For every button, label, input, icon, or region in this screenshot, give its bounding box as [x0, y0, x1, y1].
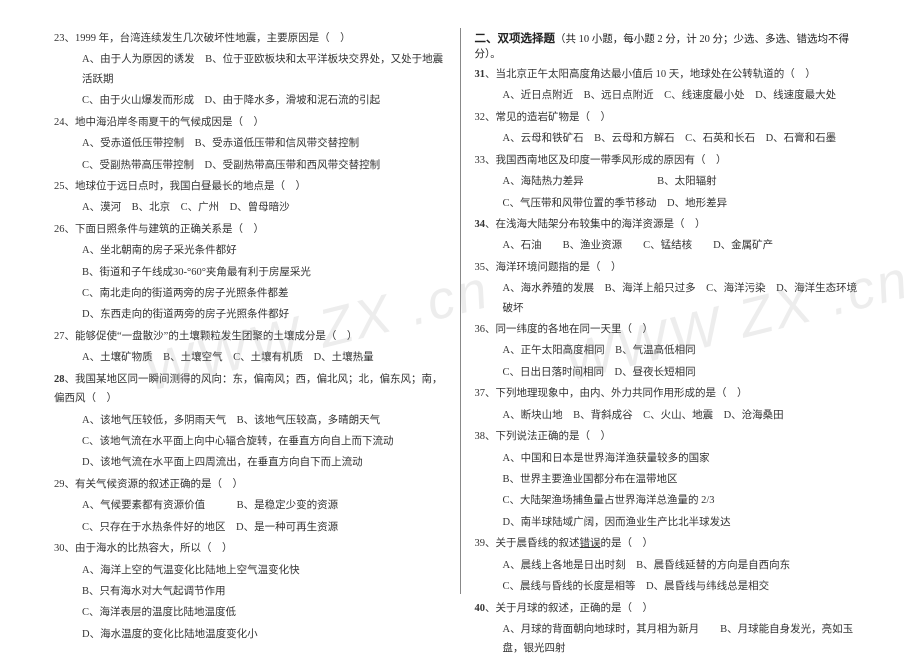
question-stem: 39、关于晨昏线的叙述错误的是（ ）: [475, 534, 867, 553]
question-stem: 36、同一纬度的各地在同一天里（ ）: [475, 320, 867, 339]
question-stem: 23、1999 年，台湾连续发生几次破坏性地震，主要原因是（ ）: [54, 29, 446, 48]
question-stem: 28、我国某地区同一瞬间测得的风向：东，偏南风；西，偏北风；北，偏东风；南，偏西…: [54, 370, 446, 409]
question-option: B、只有海水对大气起调节作用: [54, 582, 446, 601]
question-stem: 31、当北京正午太阳高度角达最小值后 10 天，地球处在公转轨道的（ ）: [475, 65, 867, 84]
question-stem: 34、在浅海大陆架分布较集中的海洋资源是（ ）: [475, 215, 867, 234]
question-option: D、南半球陆域广阔，因而渔业生产比北半球发达: [475, 513, 867, 532]
question-option: A、受赤道低压带控制 B、受赤道低压带和信风带交替控制: [54, 134, 446, 153]
question-option: A、坐北朝南的房子采光条件都好: [54, 241, 446, 260]
question-option: C、由于火山爆发而形成 D、由于降水多，滑坡和泥石流的引起: [54, 91, 446, 110]
question-option: C、只存在于水热条件好的地区 D、是一种可再生资源: [54, 518, 446, 537]
question-option: C、海洋表层的温度比陆地温度低: [54, 603, 446, 622]
question-option: C、日出日落时间相同 D、昼夜长短相同: [475, 363, 867, 382]
question-option: A、海水养殖的发展 B、海洋上船只过多 C、海洋污染 D、海洋生态环境破坏: [475, 279, 867, 318]
question-option: D、东西走向的街道两旁的房子光照条件都好: [54, 305, 446, 324]
question-stem: 27、能够促使“一盘散沙”的土壤颗粒发生团聚的土壤成分是（ ）: [54, 327, 446, 346]
question-option: C、南北走向的街道两旁的房子光照条件都差: [54, 284, 446, 303]
question-stem: 40、关于月球的叙述，正确的是（ ）: [475, 599, 867, 618]
question-option: C、受副热带高压带控制 D、受副热带高压带和西风带交替控制: [54, 156, 446, 175]
question-option: C、晨线与昏线的长度是相等 D、晨昏线与纬线总是相交: [475, 577, 867, 596]
page: 23、1999 年，台湾连续发生几次破坏性地震，主要原因是（ ） A、由于人为原因…: [0, 0, 920, 614]
question-option: A、土壤矿物质 B、土壤空气 C、土壤有机质 D、土壤热量: [54, 348, 446, 367]
question-option: C、该地气流在水平面上向中心辐合旋转，在垂直方向自上而下流动: [54, 432, 446, 451]
question-stem: 30、由于海水的比热容大，所以（ ）: [54, 539, 446, 558]
question-option: D、该地气流在水平面上四周流出，在垂直方向自下而上流动: [54, 453, 446, 472]
question-option: A、月球的背面朝向地球时，其月相为新月 B、月球能自身发光，亮如玉盘，银光四射: [475, 620, 867, 659]
question-option: A、云母和铁矿石 B、云母和方解石 C、石英和长石 D、石膏和石墨: [475, 129, 867, 148]
question-option: A、该地气压较低，多阴雨天气 B、该地气压较高，多晴朗天气: [54, 411, 446, 430]
question-option: B、街道和子午线成30-°60°夹角最有利于房屋采光: [54, 263, 446, 282]
question-stem: 38、下列说法正确的是（ ）: [475, 427, 867, 446]
question-option: C、气压带和风带位置的季节移动 D、地形差异: [475, 194, 867, 213]
question-option: A、中国和日本是世界海洋渔获量较多的国家: [475, 449, 867, 468]
question-option: A、海陆热力差异 B、太阳辐射: [475, 172, 867, 191]
question-stem: 35、海洋环境问题指的是（ ）: [475, 258, 867, 277]
question-stem: 26、下面日照条件与建筑的正确关系是（ ）: [54, 220, 446, 239]
question-option: A、海洋上空的气温变化比陆地上空气温变化快: [54, 561, 446, 580]
left-column: 23、1999 年，台湾连续发生几次破坏性地震，主要原因是（ ） A、由于人为原因…: [40, 28, 461, 594]
question-option: B、世界主要渔业国都分布在温带地区: [475, 470, 867, 489]
question-stem: 25、地球位于远日点时，我国白昼最长的地点是（ ）: [54, 177, 446, 196]
question-stem: 32、常见的造岩矿物是（ ）: [475, 108, 867, 127]
question-option: A、漠河 B、北京 C、广州 D、曾母暗沙: [54, 198, 446, 217]
question-stem: 37、下列地理现象中，由内、外力共同作用形成的是（ ）: [475, 384, 867, 403]
question-stem: 29、有关气候资源的叙述正确的是（ ）: [54, 475, 446, 494]
question-option: A、石油 B、渔业资源 C、锰结核 D、金属矿产: [475, 236, 867, 255]
question-option: A、气候要素都有资源价值 B、是稳定少变的资源: [54, 496, 446, 515]
question-option: A、近日点附近 B、远日点附近 C、线速度最小处 D、线速度最大处: [475, 86, 867, 105]
question-option: C、大陆架渔场捕鱼量占世界海洋总渔量的 2/3: [475, 491, 867, 510]
right-column: 二、双项选择题（共 10 小题，每小题 2 分，计 20 分；少选、多选、错选均…: [461, 28, 881, 594]
question-stem: 33、我国西南地区及印度一带季风形成的原因有（ ）: [475, 151, 867, 170]
question-option: A、正午太阳高度相同 B、气温高低相同: [475, 341, 867, 360]
question-option: A、晨线上各地是日出时刻 B、晨昏线延替的方向是自西向东: [475, 556, 867, 575]
question-option: A、断块山地 B、背斜成谷 C、火山、地震 D、沧海桑田: [475, 406, 867, 425]
question-option: D、海水温度的变化比陆地温度变化小: [54, 625, 446, 644]
question-stem: 24、地中海沿岸冬雨夏干的气候成因是（ ）: [54, 113, 446, 132]
question-option: A、由于人为原因的诱发 B、位于亚欧板块和太平洋板块交界处，又处于地震活跃期: [54, 50, 446, 89]
section-title: 二、双项选择题（共 10 小题，每小题 2 分，计 20 分；少选、多选、错选均…: [475, 30, 867, 61]
